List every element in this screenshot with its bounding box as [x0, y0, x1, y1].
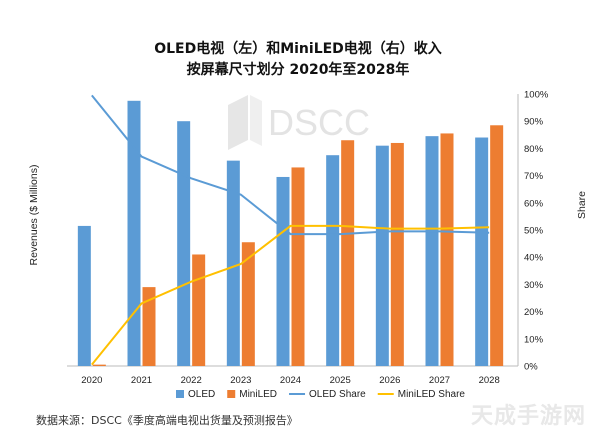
x-tick-2026: 2026	[379, 375, 400, 386]
y2-tick-30%: 30%	[524, 280, 544, 291]
line-miniled-share	[91, 224, 490, 366]
x-tick-2025: 2025	[330, 375, 351, 386]
x-tick-2024: 2024	[280, 375, 301, 386]
legend-swatch-oled	[176, 390, 184, 398]
logo-text: DSCC	[268, 102, 370, 143]
bar-oled-2020	[77, 225, 91, 366]
x-tick-2028: 2028	[479, 375, 500, 386]
bar-oled-2027	[425, 136, 439, 366]
y2-tick-40%: 40%	[524, 253, 544, 264]
x-tick-2020: 2020	[81, 375, 102, 386]
chart-subtitle: 按屏幕尺寸划分 2020年至2028年	[186, 62, 410, 78]
source-note: 数据来源：DSCC《季度高端电视出货量及预测报告》	[36, 414, 298, 427]
bar-miniled-2027	[440, 133, 454, 366]
bar-oled-2024	[276, 176, 290, 366]
x-tick-2021: 2021	[131, 375, 152, 386]
bar-oled-2026	[375, 145, 389, 366]
dscc-logo: DSCC	[228, 95, 370, 150]
bar-oled-2028	[475, 137, 489, 366]
legend-label-oled-share: OLED Share	[309, 389, 366, 400]
line-oled-share	[91, 94, 490, 236]
bar-miniled-2021	[142, 287, 156, 366]
y-axis-right-label: Share	[576, 191, 588, 219]
bar-miniled-2024	[291, 167, 305, 366]
x-tick-2023: 2023	[230, 375, 251, 386]
site-watermark: 天成手游网	[470, 404, 586, 429]
legend-swatch-miniled	[227, 390, 236, 398]
bar-miniled-2025	[341, 140, 355, 366]
y2-tick-10%: 10%	[524, 334, 544, 345]
y2-tick-20%: 20%	[524, 307, 544, 318]
bar-miniled-2023	[241, 242, 255, 366]
legend-label-miniled-share: MiniLED Share	[398, 389, 466, 400]
legend-label-miniled: MiniLED	[239, 389, 277, 400]
bar-oled-2021	[127, 100, 141, 367]
y2-tick-50%: 50%	[524, 226, 544, 237]
y2-tick-70%: 70%	[524, 171, 544, 182]
bar-oled-2023	[226, 160, 240, 366]
bar-oled-2025	[326, 155, 340, 366]
y2-tick-0%: 0%	[524, 362, 538, 373]
chart-title: OLED电视（左）和MiniLED电视（右）收入	[154, 41, 442, 57]
bar-oled-2022	[177, 121, 191, 366]
bar-miniled-2026	[390, 142, 404, 366]
y2-tick-80%: 80%	[524, 144, 544, 155]
bar-miniled-2022	[192, 254, 206, 366]
y-axis-left-label: Revenues ($ Millions)	[28, 165, 40, 266]
y2-tick-90%: 90%	[524, 117, 544, 128]
bar-miniled-2020	[92, 364, 106, 366]
y2-tick-100%: 100%	[524, 90, 549, 101]
bar-miniled-2028	[490, 125, 504, 366]
x-tick-2022: 2022	[181, 375, 202, 386]
y2-tick-60%: 60%	[524, 198, 544, 209]
legend-label-oled: OLED	[188, 389, 215, 400]
x-tick-2027: 2027	[429, 375, 450, 386]
